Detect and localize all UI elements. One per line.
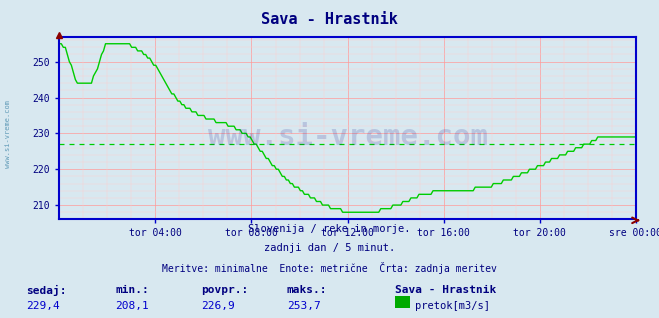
Text: Sava - Hrastnik: Sava - Hrastnik	[261, 12, 398, 27]
Text: www.si-vreme.com: www.si-vreme.com	[5, 100, 11, 168]
Text: 229,4: 229,4	[26, 301, 60, 310]
Text: povpr.:: povpr.:	[201, 285, 248, 294]
Text: sedaj:: sedaj:	[26, 285, 67, 296]
Text: 208,1: 208,1	[115, 301, 149, 310]
Text: www.si-vreme.com: www.si-vreme.com	[208, 123, 488, 151]
Text: Sava - Hrastnik: Sava - Hrastnik	[395, 285, 497, 294]
Text: Slovenija / reke in morje.: Slovenija / reke in morje.	[248, 224, 411, 234]
Text: 253,7: 253,7	[287, 301, 320, 310]
Text: maks.:: maks.:	[287, 285, 327, 294]
Text: Meritve: minimalne  Enote: metrične  Črta: zadnja meritev: Meritve: minimalne Enote: metrične Črta:…	[162, 262, 497, 274]
Text: zadnji dan / 5 minut.: zadnji dan / 5 minut.	[264, 243, 395, 253]
Text: min.:: min.:	[115, 285, 149, 294]
Text: 226,9: 226,9	[201, 301, 235, 310]
Text: pretok[m3/s]: pretok[m3/s]	[415, 301, 490, 310]
